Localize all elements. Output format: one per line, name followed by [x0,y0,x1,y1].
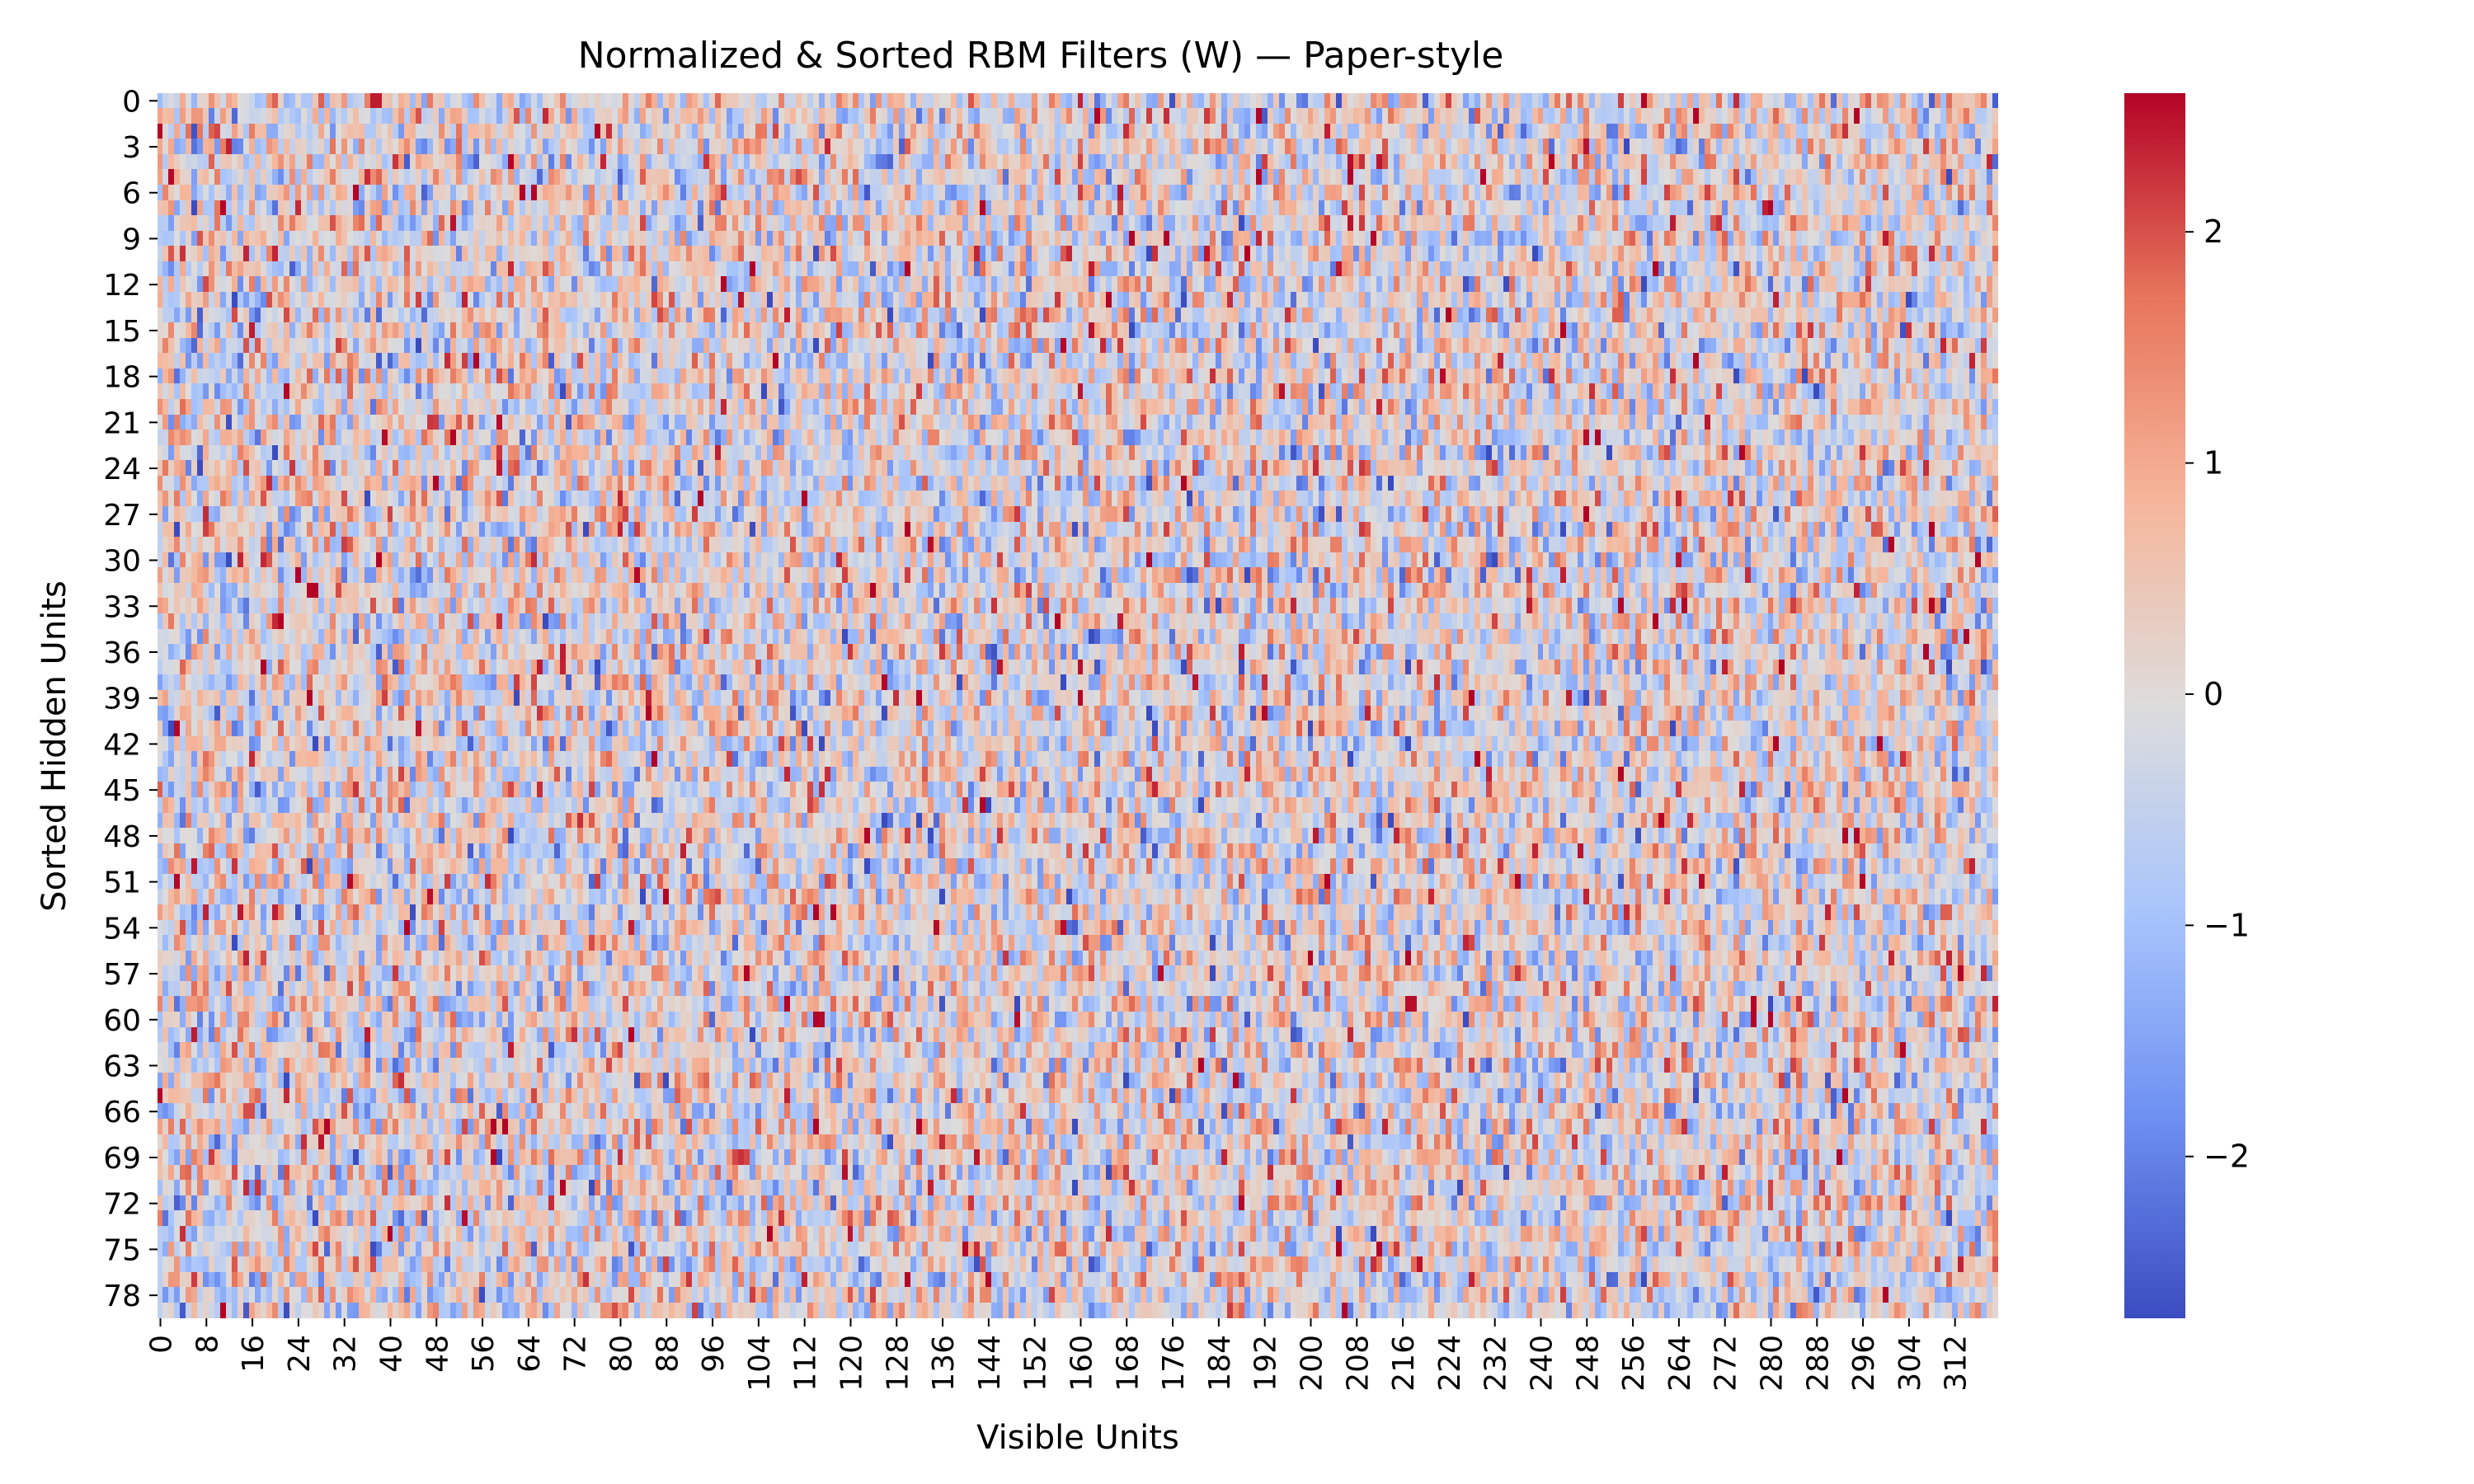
y-tick-label: 75 [103,1233,141,1267]
heatmap-grid [158,93,1998,1318]
y-tick-label: 21 [103,406,141,440]
x-tick-label: 208 [1341,1335,1375,1392]
y-tick-label: 72 [103,1188,141,1222]
y-tick-label: 69 [103,1142,141,1176]
y-tick-label: 9 [122,223,141,256]
colorbar-tick-label: −1 [2204,907,2250,943]
x-tick-label: 280 [1755,1335,1789,1392]
x-tick-label: 144 [973,1335,1007,1392]
y-tick-label: 45 [103,774,141,808]
x-tick-label: 48 [421,1335,454,1373]
y-tick-label: 0 [122,85,141,119]
x-tick-label: 264 [1663,1335,1697,1392]
y-tick-label: 6 [122,177,141,211]
x-tick-label: 64 [513,1335,547,1373]
x-tick-label: 152 [1019,1335,1053,1392]
y-tick-label: 12 [103,269,141,303]
y-tick-label: 18 [103,361,141,395]
x-tick-label: 112 [789,1335,823,1392]
x-tick-label: 56 [467,1335,501,1373]
y-tick-label: 36 [103,636,141,670]
y-tick-label: 24 [103,453,141,486]
colorbar-tick-label: 0 [2204,676,2223,712]
x-axis-label: Visible Units [976,1419,1179,1457]
chart-title: Normalized & Sorted RBM Filters (W) — Pa… [578,35,1504,77]
x-tick-label: 184 [1203,1335,1237,1392]
y-tick-label: 48 [103,820,141,854]
x-tick-label: 288 [1801,1335,1835,1392]
y-tick-label: 60 [103,1004,141,1038]
x-tick-label: 216 [1387,1335,1421,1392]
heatmap-cells [158,93,1998,1318]
x-tick-label: 80 [604,1335,638,1373]
x-tick-label: 96 [697,1335,731,1373]
colorbar-tick-label: −2 [2204,1139,2250,1175]
colorbar-tick-label: 2 [2204,214,2223,250]
y-tick-label: 51 [103,866,141,900]
x-tick-label: 256 [1617,1335,1651,1392]
x-tick-label: 240 [1525,1335,1559,1392]
x-tick-label: 232 [1479,1335,1513,1392]
y-tick-label: 66 [103,1096,141,1129]
y-axis-label: Sorted Hidden Units [35,580,73,912]
x-tick-label: 120 [835,1335,868,1392]
x-tick-label: 200 [1295,1335,1329,1392]
y-tick-label: 15 [103,315,141,349]
x-tick-label: 176 [1157,1335,1191,1392]
x-tick-label: 72 [559,1335,593,1373]
x-axis: 0 8 16 24 32 40 48 56 64 72 80 88 96 104 112 120 128 136 1… [144,1318,1973,1392]
x-tick-label: 168 [1111,1335,1145,1392]
y-tick-label: 33 [103,590,141,624]
y-tick-label: 57 [103,958,141,992]
x-tick-label: 224 [1433,1335,1467,1392]
colorbar-axis: −2 −1 0 1 2 [2185,214,2250,1175]
x-tick-label: 40 [374,1335,408,1373]
x-tick-label: 248 [1571,1335,1605,1392]
x-tick-label: 192 [1249,1335,1283,1392]
x-tick-label: 136 [927,1335,961,1392]
y-tick-label: 27 [103,499,141,533]
x-tick-label: 312 [1940,1335,1973,1392]
y-tick-label: 78 [103,1280,141,1313]
x-tick-label: 0 [144,1335,178,1354]
colorbar [2124,93,2185,1318]
x-tick-label: 296 [1847,1335,1881,1392]
x-tick-label: 88 [651,1335,684,1373]
colorbar-tick-label: 1 [2204,445,2223,481]
y-tick-label: 3 [122,131,141,165]
x-tick-label: 16 [237,1335,270,1373]
x-tick-label: 8 [190,1335,224,1354]
x-tick-label: 24 [283,1335,317,1373]
x-tick-label: 32 [329,1335,363,1373]
y-tick-label: 30 [103,545,141,579]
x-tick-label: 128 [881,1335,915,1392]
y-tick-label: 54 [103,912,141,946]
y-tick-label: 42 [103,728,141,762]
x-tick-label: 160 [1065,1335,1098,1392]
y-tick-label: 63 [103,1050,141,1084]
x-tick-label: 272 [1710,1335,1743,1392]
x-tick-label: 104 [743,1335,777,1392]
y-tick-label: 39 [103,683,141,716]
x-tick-label: 304 [1893,1335,1927,1392]
y-axis: 0369121518212427303336394245485154576063… [103,85,158,1313]
